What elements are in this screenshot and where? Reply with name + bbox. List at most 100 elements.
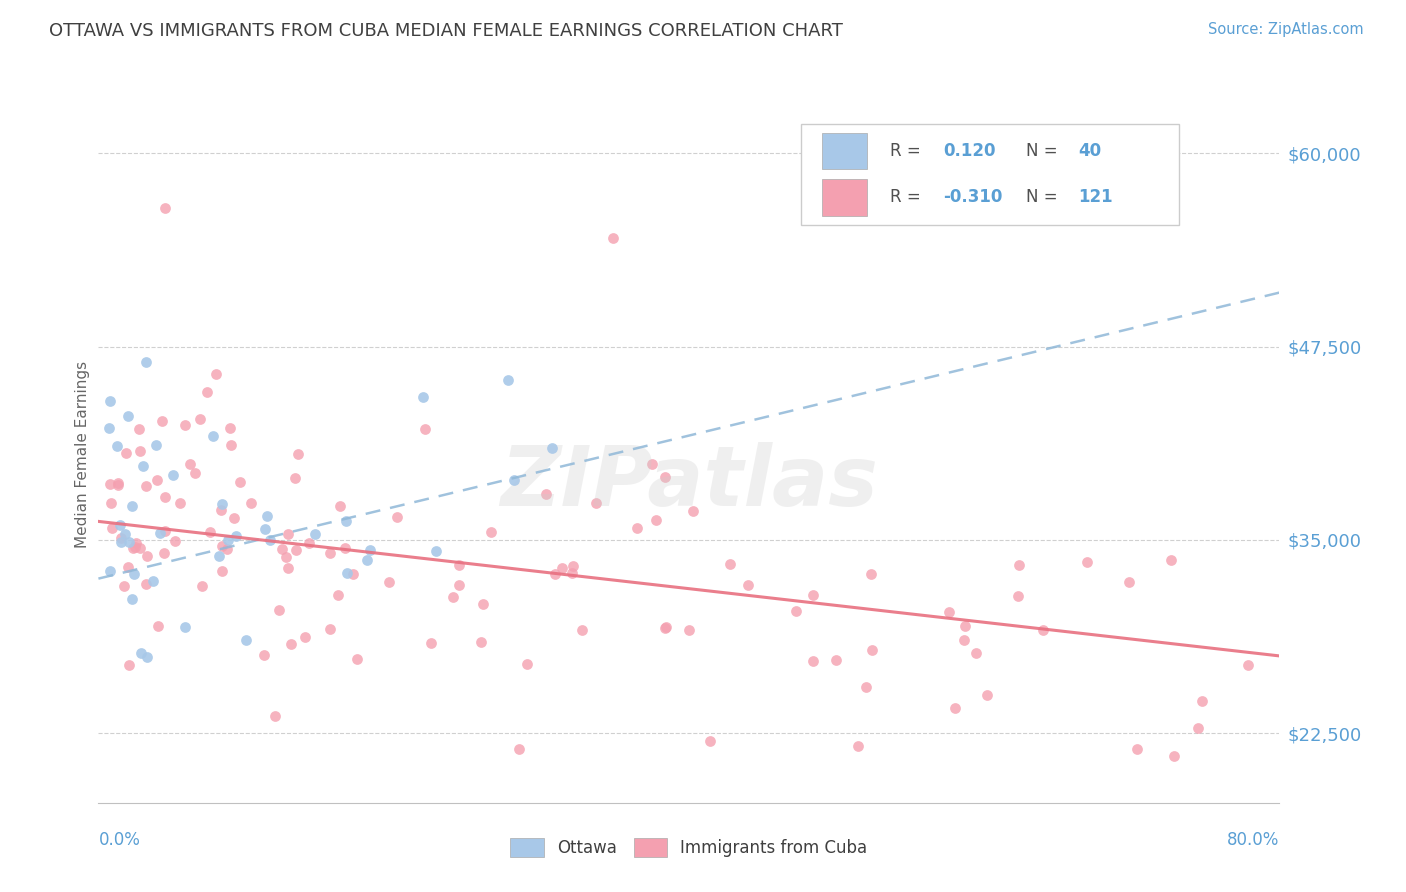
- Point: [118, 658, 141, 673]
- Point: [1237, 657, 1260, 672]
- Point: [1187, 722, 1209, 736]
- Point: [118, 534, 141, 549]
- Point: [135, 355, 157, 369]
- Legend: Ottawa, Immigrants from Cuba: Ottawa, Immigrants from Cuba: [503, 831, 875, 864]
- Point: [859, 566, 882, 581]
- Point: [1118, 574, 1140, 589]
- Point: [108, 517, 131, 532]
- Point: [259, 533, 281, 547]
- Point: [1126, 742, 1149, 756]
- Point: [359, 543, 381, 558]
- Point: [737, 578, 759, 592]
- Point: [105, 439, 128, 453]
- Point: [128, 541, 150, 555]
- Point: [801, 588, 824, 602]
- Point: [1160, 553, 1182, 567]
- Y-axis label: Median Female Earnings: Median Female Earnings: [75, 361, 90, 549]
- Point: [682, 504, 704, 518]
- Point: [179, 457, 201, 471]
- Text: R =: R =: [890, 188, 925, 206]
- FancyBboxPatch shape: [801, 124, 1180, 226]
- Text: Source: ZipAtlas.com: Source: ZipAtlas.com: [1208, 22, 1364, 37]
- Point: [785, 604, 807, 618]
- Point: [641, 457, 664, 471]
- Text: 121: 121: [1078, 188, 1114, 206]
- Point: [253, 522, 276, 536]
- Point: [644, 513, 666, 527]
- Point: [413, 422, 436, 436]
- Point: [425, 544, 447, 558]
- Point: [271, 541, 294, 556]
- Point: [128, 444, 150, 458]
- Point: [825, 652, 848, 666]
- Point: [150, 414, 173, 428]
- Text: ZIPatlas: ZIPatlas: [501, 442, 877, 524]
- Point: [342, 566, 364, 581]
- Point: [197, 384, 219, 399]
- Point: [479, 524, 502, 539]
- Point: [1007, 589, 1029, 603]
- Text: 80.0%: 80.0%: [1227, 830, 1279, 848]
- Point: [447, 558, 470, 572]
- Point: [215, 541, 238, 556]
- Point: [211, 564, 233, 578]
- Point: [541, 441, 564, 455]
- Text: 0.0%: 0.0%: [98, 830, 141, 848]
- Point: [128, 422, 150, 436]
- Point: [1032, 623, 1054, 637]
- Point: [953, 633, 976, 648]
- Point: [98, 393, 121, 408]
- Point: [516, 657, 538, 671]
- Point: [219, 438, 242, 452]
- Point: [173, 620, 195, 634]
- Text: 0.120: 0.120: [943, 142, 995, 160]
- Point: [855, 680, 877, 694]
- Point: [496, 373, 519, 387]
- Point: [124, 541, 146, 555]
- Text: OTTAWA VS IMMIGRANTS FROM CUBA MEDIAN FEMALE EARNINGS CORRELATION CHART: OTTAWA VS IMMIGRANTS FROM CUBA MEDIAN FE…: [49, 22, 844, 40]
- Point: [253, 648, 276, 662]
- Point: [98, 564, 121, 578]
- Point: [129, 646, 152, 660]
- Point: [277, 527, 299, 541]
- Point: [153, 201, 176, 215]
- Point: [174, 418, 197, 433]
- Point: [114, 527, 136, 541]
- Point: [107, 476, 129, 491]
- Text: N =: N =: [1025, 142, 1063, 160]
- Point: [121, 499, 143, 513]
- Point: [335, 514, 357, 528]
- Point: [142, 574, 165, 588]
- Point: [145, 438, 167, 452]
- Point: [378, 574, 401, 589]
- Point: [472, 597, 495, 611]
- Point: [162, 468, 184, 483]
- Point: [235, 632, 257, 647]
- Point: [211, 497, 233, 511]
- FancyBboxPatch shape: [823, 179, 868, 216]
- Point: [718, 557, 741, 571]
- Point: [222, 510, 245, 524]
- Point: [1163, 749, 1185, 764]
- Point: [135, 479, 157, 493]
- Point: [420, 635, 443, 649]
- Point: [267, 603, 290, 617]
- Point: [190, 579, 212, 593]
- Point: [585, 496, 607, 510]
- Point: [135, 576, 157, 591]
- Point: [98, 421, 121, 435]
- Point: [277, 560, 299, 574]
- Point: [294, 630, 316, 644]
- Point: [699, 734, 721, 748]
- Point: [846, 739, 869, 753]
- Point: [544, 567, 567, 582]
- Point: [287, 447, 309, 461]
- Point: [117, 409, 139, 424]
- Point: [112, 579, 135, 593]
- Point: [205, 367, 228, 381]
- Point: [208, 549, 231, 563]
- Point: [169, 496, 191, 510]
- Point: [217, 533, 239, 547]
- Point: [508, 741, 530, 756]
- Point: [965, 646, 987, 660]
